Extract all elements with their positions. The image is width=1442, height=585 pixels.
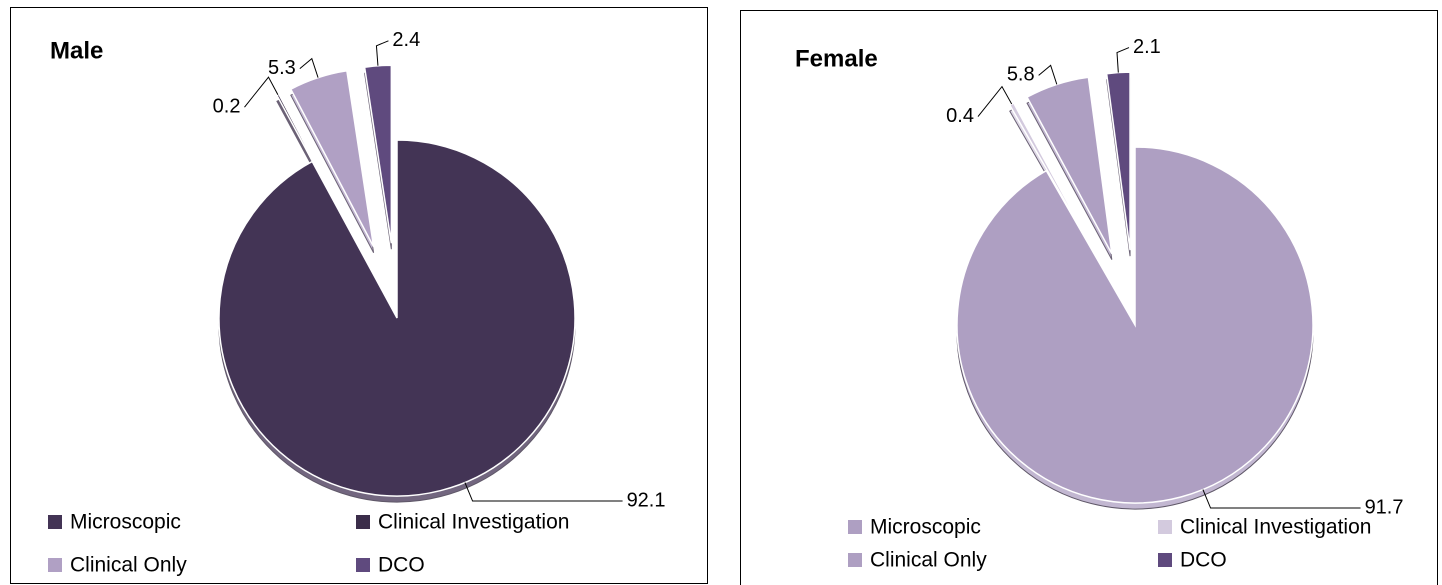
data-label: 0.2	[213, 95, 241, 117]
legend-label: Microscopic	[70, 511, 181, 534]
legend-label: Clinical Only	[70, 554, 187, 577]
leader-line	[1202, 489, 1361, 509]
data-label: 2.1	[1133, 36, 1161, 58]
leader-line	[244, 76, 279, 108]
data-label: 5.3	[268, 57, 296, 79]
legend-swatch	[48, 515, 62, 529]
data-label: 0.4	[946, 105, 974, 127]
slice	[1105, 71, 1131, 251]
legend-label: DCO	[1180, 549, 1227, 572]
legend-label: Microscopic	[870, 516, 981, 539]
legend-swatch	[1158, 520, 1172, 534]
legend-swatch	[1158, 553, 1172, 567]
legend-label: DCO	[378, 554, 425, 577]
slice	[1008, 101, 1100, 260]
data-label: 2.4	[392, 29, 420, 51]
legend-swatch	[356, 558, 370, 572]
legend-label: Clinical Investigation	[1180, 516, 1371, 539]
slice	[956, 146, 1314, 504]
legend-swatch	[356, 515, 370, 529]
legend-swatch	[848, 520, 862, 534]
chart-title: Female	[795, 45, 878, 72]
legend-label: Clinical Investigation	[378, 511, 569, 534]
leader-line	[1116, 47, 1130, 73]
data-label: 92.1	[627, 489, 666, 511]
leader-line	[375, 40, 389, 66]
slice	[218, 139, 576, 497]
data-label: 91.7	[1365, 496, 1404, 518]
data-label: 5.8	[1007, 64, 1035, 86]
chart-title: Male	[50, 37, 103, 64]
legend-label: Clinical Only	[870, 549, 987, 572]
leader-line	[299, 57, 319, 78]
panel-border	[10, 7, 708, 584]
leader-line	[977, 85, 1013, 117]
leader-line	[464, 482, 623, 502]
panel-border	[740, 10, 1438, 585]
slice	[289, 69, 375, 248]
legend-swatch	[848, 553, 862, 567]
legend-swatch	[48, 558, 62, 572]
leader-line	[1038, 64, 1058, 85]
